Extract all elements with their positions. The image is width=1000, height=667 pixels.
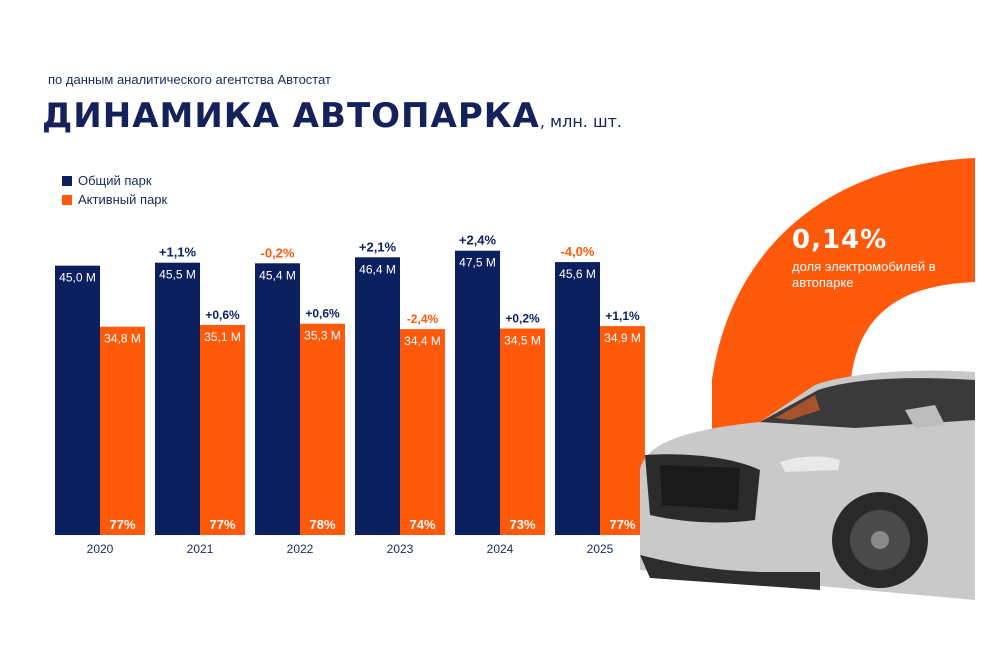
bar-value-label: 45,4 М — [259, 268, 296, 282]
bar-value-label: 34,4 М — [404, 334, 441, 348]
x-tick-label: 2025 — [587, 542, 614, 556]
bar-total-2021 — [155, 262, 200, 535]
bar-value-label: 45,6 М — [559, 267, 596, 281]
x-tick-label: 2020 — [87, 542, 114, 556]
bar-value-label: 45,5 М — [159, 268, 196, 282]
bar-value-label: 35,3 М — [304, 329, 341, 343]
legend-swatch-total — [62, 176, 72, 186]
bar-value-label: 47,5 М — [459, 256, 496, 270]
bar-value-label: 35,1 М — [204, 330, 241, 344]
change-label: -0,2% — [261, 245, 295, 260]
bar-value-label: 45,0 М — [59, 271, 96, 285]
change-label: +0,2% — [505, 312, 540, 326]
legend-label-total: Общий парк — [78, 173, 152, 188]
bar-active-2020 — [100, 326, 145, 535]
legend-item-total: Общий парк — [62, 173, 152, 188]
bar-value-label: 34,8 М — [104, 332, 141, 346]
share-label: 77% — [609, 517, 635, 532]
change-label: -2,4% — [407, 312, 439, 326]
ev-share-label: доля электромобилей в автопарке — [792, 259, 936, 290]
change-label: -4,0% — [561, 244, 595, 259]
bar-active-2022 — [300, 323, 345, 535]
bar-active-2021 — [200, 324, 245, 535]
legend-swatch-active — [62, 195, 72, 205]
share-label: 74% — [409, 517, 435, 532]
share-label: 77% — [209, 517, 235, 532]
x-tick-label: 2021 — [187, 542, 214, 556]
change-label: +1,1% — [605, 309, 640, 323]
car-illustration — [640, 370, 975, 600]
share-label: 77% — [109, 517, 135, 532]
legend-label-active: Активный парк — [78, 192, 168, 207]
share-label: 78% — [309, 517, 335, 532]
title-text: ДИНАМИКА АВТОПАРКА — [42, 96, 540, 136]
bar-total-2022 — [255, 263, 300, 535]
change-label: +0,6% — [305, 307, 340, 321]
share-label: 73% — [509, 517, 535, 532]
bar-value-label: 34,5 М — [504, 334, 541, 348]
x-tick-label: 2023 — [387, 542, 414, 556]
bar-total-2020 — [55, 265, 100, 535]
bar-total-2025 — [555, 262, 600, 535]
bar-value-label: 34,9 М — [604, 331, 641, 345]
x-tick-label: 2022 — [287, 542, 314, 556]
bar-active-2023 — [400, 329, 445, 535]
title-unit: , млн. шт. — [539, 112, 623, 131]
ev-share-value: 0,14% — [792, 225, 888, 255]
bar-active-2025 — [600, 326, 645, 535]
change-label: +0,6% — [205, 308, 240, 322]
ev-share-callout: 0,14% доля электромобилей в автопарке — [792, 225, 962, 291]
source-note: по данным аналитического агентства Автос… — [48, 72, 332, 87]
bar-chart: 45,0 М 34,8 М 77% 2020 45,5 М +1,1% 35,1 М +0,6… — [55, 233, 645, 556]
change-label: +2,4% — [459, 233, 497, 248]
page-title: ДИНАМИКА АВТОПАРКА, млн. шт. — [42, 96, 622, 136]
x-tick-label: 2024 — [487, 542, 514, 556]
bar-total-2023 — [355, 257, 400, 535]
bar-total-2024 — [455, 250, 500, 535]
bar-active-2024 — [500, 328, 545, 535]
bar-value-label: 46,4 М — [359, 262, 396, 276]
change-label: +1,1% — [159, 245, 197, 260]
change-label: +2,1% — [359, 239, 397, 254]
legend-item-active: Активный парк — [62, 192, 167, 207]
